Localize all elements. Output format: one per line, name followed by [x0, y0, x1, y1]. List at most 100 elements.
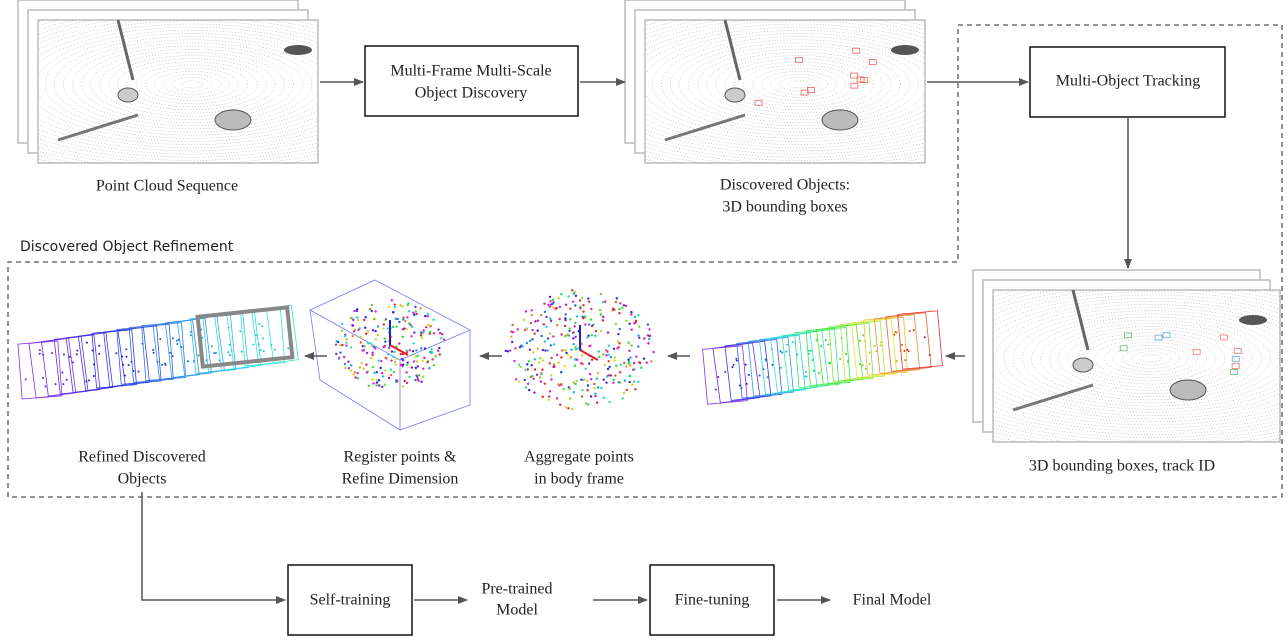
point — [548, 362, 552, 365]
refined-box — [195, 305, 295, 369]
point — [518, 346, 522, 349]
point — [373, 371, 376, 375]
point — [517, 380, 521, 383]
point — [197, 354, 200, 357]
point — [415, 360, 419, 363]
point — [564, 406, 568, 409]
decorations — [17, 0, 1281, 443]
ring — [1031, 316, 1271, 401]
point — [732, 363, 735, 366]
point — [214, 352, 217, 355]
point — [71, 361, 74, 364]
track-box — [839, 320, 886, 380]
point — [581, 388, 584, 392]
point — [430, 348, 433, 351]
point — [421, 375, 425, 378]
point — [564, 303, 568, 306]
caption: in body frame — [534, 471, 624, 488]
point — [602, 396, 605, 399]
point — [403, 327, 406, 330]
point — [549, 344, 553, 347]
point — [572, 342, 575, 346]
point — [614, 374, 617, 377]
ring — [742, 64, 856, 104]
point — [441, 333, 444, 336]
point — [548, 295, 552, 299]
point — [582, 303, 585, 307]
point — [189, 334, 192, 337]
point — [893, 333, 896, 336]
point — [339, 344, 342, 347]
point — [574, 335, 577, 339]
ring — [1085, 335, 1217, 382]
point — [548, 395, 551, 398]
point — [531, 338, 534, 341]
point — [540, 372, 543, 376]
box-label: Object Discovery — [415, 85, 527, 102]
ring — [1140, 354, 1162, 363]
point — [575, 347, 578, 351]
ring — [38, 30, 318, 139]
point — [607, 360, 610, 363]
point — [580, 362, 583, 365]
point — [564, 313, 567, 316]
ring — [38, 20, 318, 155]
point — [744, 363, 747, 366]
point — [596, 372, 600, 375]
ring — [1131, 351, 1171, 366]
point — [619, 302, 622, 305]
caption: Point Cloud Sequence — [96, 178, 238, 195]
point — [405, 381, 409, 385]
point — [152, 348, 155, 351]
point — [595, 377, 598, 380]
detection-box — [795, 57, 803, 64]
point — [900, 343, 903, 346]
ring — [38, 23, 318, 145]
point — [861, 364, 864, 367]
point — [580, 354, 584, 357]
point — [434, 355, 437, 358]
point — [85, 380, 88, 383]
point — [375, 381, 378, 384]
point — [408, 375, 411, 379]
point — [522, 318, 526, 322]
point — [164, 363, 167, 366]
point — [511, 323, 514, 327]
point — [589, 344, 592, 347]
point — [630, 328, 633, 331]
point — [552, 306, 555, 309]
road-edge — [1012, 383, 1094, 412]
point — [340, 322, 344, 326]
point — [252, 343, 255, 346]
point — [526, 363, 529, 366]
point — [406, 316, 409, 319]
ring — [38, 20, 318, 149]
point — [533, 391, 536, 394]
point — [393, 305, 397, 309]
car — [724, 87, 746, 103]
point — [582, 316, 585, 320]
point — [580, 378, 583, 381]
point — [406, 361, 409, 364]
point — [650, 360, 653, 363]
point — [369, 342, 372, 345]
point — [598, 308, 602, 312]
point — [599, 329, 603, 333]
ring — [72, 42, 312, 126]
point — [377, 384, 381, 387]
box-label: Fine-tuning — [675, 592, 750, 609]
point — [571, 289, 574, 292]
point — [548, 390, 552, 393]
point — [401, 363, 405, 366]
point — [411, 349, 415, 353]
point — [827, 343, 830, 346]
point — [159, 337, 162, 340]
point — [568, 329, 571, 333]
point — [593, 382, 596, 386]
point — [647, 334, 651, 337]
point — [557, 296, 560, 300]
point — [377, 379, 381, 382]
ring — [1067, 329, 1235, 388]
point — [908, 330, 911, 333]
point — [572, 337, 575, 340]
